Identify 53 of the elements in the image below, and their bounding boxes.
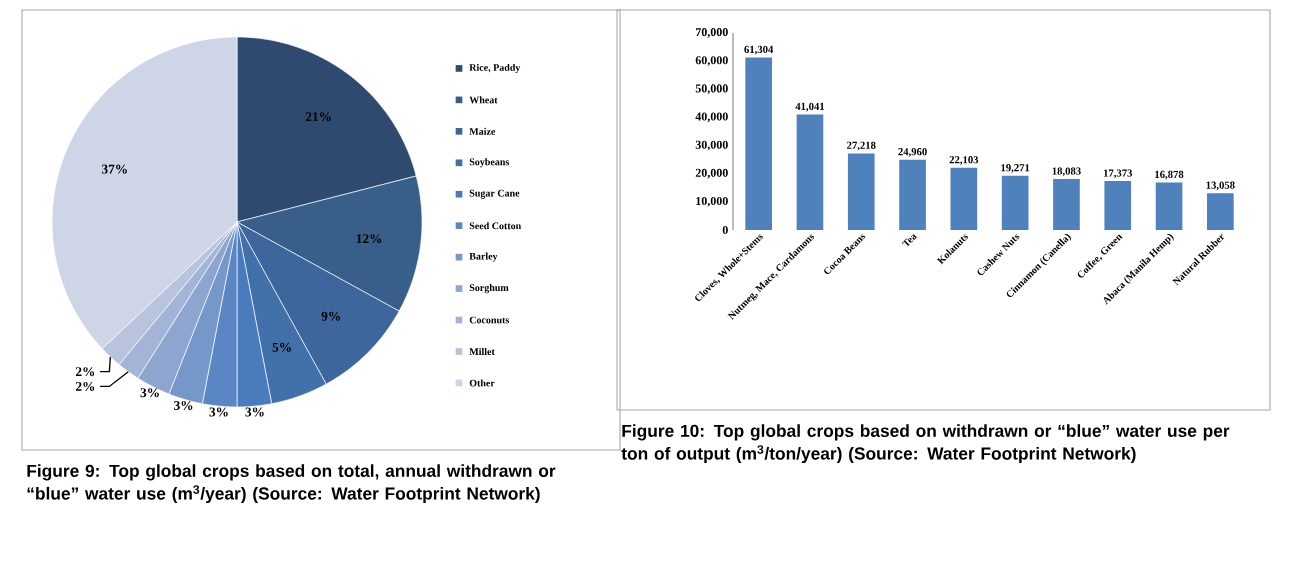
data-label: 3% — [245, 407, 264, 417]
bar — [745, 57, 772, 230]
caption: Figure 9: Top global crops based on total, annual withdrawn or “blue” water use (m$^{3}$/year) (Source: Water Footprint Network) — [27, 464, 556, 504]
bar — [950, 167, 978, 230]
legend-label: Millet — [469, 347, 495, 356]
legend-label: Barley — [469, 252, 498, 262]
data-label: 61,304 — [744, 45, 774, 55]
y-tick-label: 50,000 — [695, 84, 728, 95]
data-label: 41,041 — [795, 102, 825, 112]
data-label: 17,373 — [1103, 169, 1133, 179]
bar — [1104, 181, 1132, 230]
data-label: 16,878 — [1155, 170, 1184, 180]
bar — [847, 153, 875, 230]
y-tick-label: 30,000 — [695, 140, 728, 151]
data-label: 18,083 — [1052, 167, 1081, 177]
y-tick-label: 0 — [722, 225, 728, 235]
legend-label: Maize — [469, 127, 496, 135]
bar — [1053, 179, 1080, 230]
data-label: 5% — [272, 342, 291, 352]
bar — [1207, 193, 1234, 230]
legend-label: Seed Cotton — [469, 222, 522, 230]
y-tick-label: 40,000 — [695, 112, 728, 123]
data-label: 2% — [75, 367, 95, 377]
data-label: 9% — [321, 311, 340, 321]
legend-label: Soybeans — [469, 158, 510, 168]
data-label: 3% — [209, 407, 228, 417]
legend-label: Rice, Paddy — [469, 63, 521, 73]
data-label: 13,058 — [1206, 181, 1235, 191]
x-tick-label: Tea — [901, 234, 918, 247]
data-label: 22,103 — [949, 156, 979, 165]
legend-label: Coconuts — [469, 316, 510, 324]
legend-label: Wheat — [469, 96, 498, 104]
bar — [796, 114, 824, 230]
bar — [899, 159, 926, 230]
legend-label: Sugar Cane — [469, 189, 520, 199]
caption: Figure 10: Top global crops based on withdrawn or “blue” water use per ton of output (m$^{3}$/ton/year) (Source: Water Footprint Network) — [621, 424, 1230, 464]
data-label: 21% — [305, 112, 331, 122]
data-label: 12% — [356, 234, 382, 244]
y-tick-label: 60,000 — [695, 56, 728, 67]
data-label: 27,218 — [847, 141, 876, 151]
y-tick-label: 70,000 — [695, 28, 728, 38]
legend-label: Sorghum — [469, 284, 509, 294]
data-label: 37% — [101, 164, 127, 174]
bar — [1001, 175, 1029, 230]
legend-label: Other — [469, 379, 495, 387]
data-label: 19,271 — [1001, 164, 1030, 173]
y-tick-label: 10,000 — [696, 196, 728, 207]
data-label: 24,960 — [898, 148, 927, 157]
data-label: 2% — [75, 381, 95, 391]
data-label: 3% — [174, 400, 193, 411]
data-label: 3% — [140, 388, 159, 398]
bar — [1155, 182, 1183, 230]
y-tick-label: 20,000 — [695, 168, 728, 179]
